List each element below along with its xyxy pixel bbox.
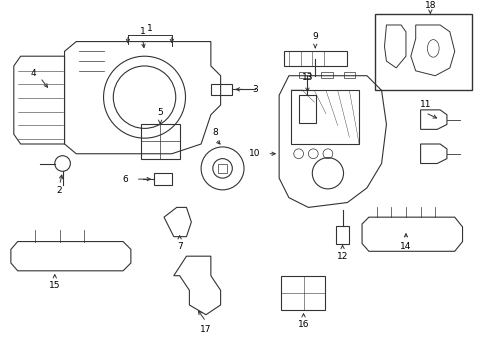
Text: 5: 5 — [157, 108, 163, 117]
Text: 1: 1 — [147, 24, 152, 33]
Bar — [281, 276, 325, 310]
Text: 14: 14 — [400, 242, 412, 251]
Bar — [375, 14, 472, 90]
Bar — [321, 72, 333, 78]
Bar — [141, 125, 180, 159]
Text: 8: 8 — [213, 128, 219, 137]
Bar — [336, 226, 349, 243]
Bar — [291, 90, 359, 144]
Text: 10: 10 — [249, 149, 261, 158]
Text: 6: 6 — [122, 175, 128, 184]
Text: 15: 15 — [49, 281, 61, 290]
Bar — [284, 51, 347, 66]
Text: 9: 9 — [312, 32, 318, 41]
Text: 18: 18 — [425, 1, 436, 10]
Text: 11: 11 — [420, 100, 431, 109]
Bar — [298, 95, 316, 122]
Text: 17: 17 — [200, 325, 212, 334]
Text: 16: 16 — [298, 320, 309, 329]
Text: 7: 7 — [177, 242, 182, 251]
Text: 2: 2 — [57, 186, 62, 195]
Text: 13: 13 — [302, 73, 313, 82]
Bar — [218, 163, 227, 173]
Text: 12: 12 — [337, 252, 348, 261]
Text: 3: 3 — [252, 85, 258, 94]
Bar — [211, 84, 232, 95]
Bar — [343, 72, 355, 78]
Bar — [154, 173, 172, 185]
Bar — [298, 72, 310, 78]
Text: 4: 4 — [30, 69, 36, 78]
Text: 1: 1 — [140, 27, 146, 36]
